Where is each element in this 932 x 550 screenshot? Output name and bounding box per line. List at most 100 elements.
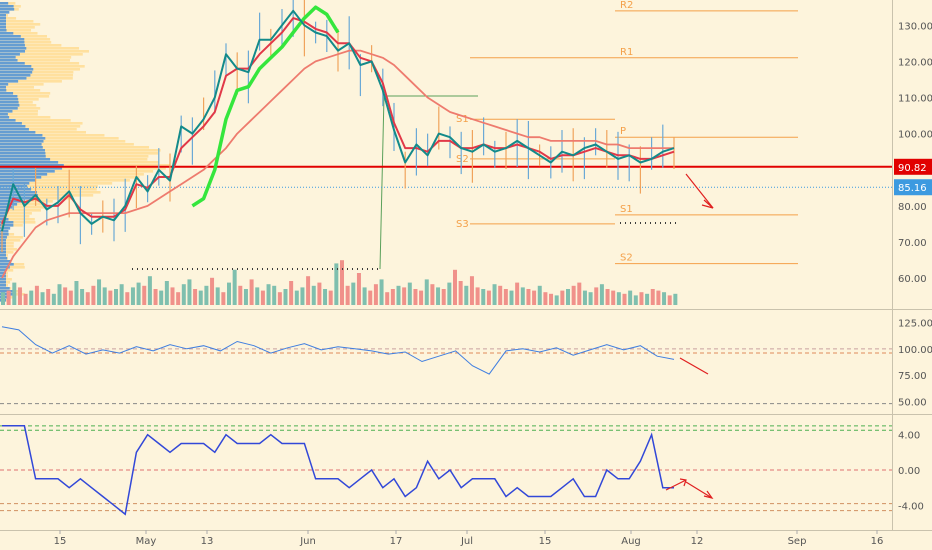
- profile-bar: [0, 182, 30, 185]
- volume-bar: [611, 290, 616, 305]
- profile-bar: [0, 242, 14, 245]
- profile-bar: [0, 164, 170, 167]
- volume-bar: [407, 282, 412, 305]
- profile-bar: [0, 29, 32, 32]
- profile-bar: [0, 71, 33, 74]
- profile-bar: [0, 137, 46, 140]
- profile-bar: [0, 125, 26, 128]
- volume-bar: [362, 287, 367, 305]
- profile-bar: [0, 128, 77, 131]
- profile-bar: [0, 77, 73, 80]
- profile-bar: [0, 134, 105, 137]
- volume-bar: [594, 287, 599, 305]
- profile-bar: [0, 191, 38, 194]
- profile-bar: [0, 167, 166, 170]
- volume-bar: [306, 276, 311, 305]
- osc1-tick-label: 50.00: [898, 397, 927, 408]
- volume-bar: [373, 284, 378, 305]
- volume-bar: [537, 285, 542, 305]
- profile-bar: [0, 47, 27, 50]
- profile-bar: [0, 131, 36, 134]
- profile-bar: [0, 20, 6, 23]
- volume-bar: [114, 289, 118, 305]
- profile-bar: [0, 53, 20, 56]
- profile-bar: [0, 272, 6, 275]
- volume-bar: [526, 289, 531, 305]
- profile-bar: [0, 65, 32, 68]
- volume-bar: [227, 282, 231, 305]
- profile-bar: [0, 65, 85, 68]
- volume-bars: [1, 260, 678, 305]
- profile-bar: [0, 131, 86, 134]
- volume-bar: [255, 287, 260, 305]
- slow_ma-line: [1, 49, 674, 279]
- volume-bar: [464, 285, 469, 305]
- volume-bar: [667, 295, 672, 305]
- pivot-levels: R2 R1 P S1 S2 S1 S2 S3: [0, 0, 892, 270]
- profile-bar: [0, 212, 6, 215]
- volume-bar: [424, 279, 429, 305]
- profile-bar: [0, 38, 51, 41]
- volume-bar: [91, 285, 96, 305]
- profile-bar: [0, 245, 6, 248]
- price-arrow: [685, 173, 714, 209]
- profile-bar: [0, 110, 13, 113]
- volume-bar: [628, 290, 633, 305]
- profile-bar: [0, 134, 43, 137]
- profile-bar: [0, 248, 6, 251]
- volume-bar: [662, 292, 667, 305]
- profile-bar: [0, 173, 48, 176]
- profile-bar: [0, 179, 130, 182]
- x-tick-label: Sep: [788, 536, 807, 547]
- volume-bar: [356, 273, 361, 305]
- volume-bar: [153, 289, 158, 305]
- volume-bar: [509, 290, 514, 305]
- profile-bar: [0, 110, 38, 113]
- price-tick-label: 60.00: [898, 274, 927, 285]
- volume-bar: [543, 292, 548, 305]
- osc2-tick-label: 0.00: [898, 466, 920, 477]
- profile-bar: [0, 89, 41, 92]
- volume-bar: [97, 279, 102, 305]
- profile-bar: [0, 161, 59, 164]
- volume-bar: [368, 290, 373, 305]
- volume-bar: [503, 289, 508, 305]
- profile-bar: [0, 119, 71, 122]
- profile-bar: [0, 161, 160, 164]
- volume-bar: [622, 293, 627, 305]
- osc1-line: [1, 326, 675, 375]
- volume-bar: [176, 292, 181, 305]
- profile-bar: [0, 47, 80, 50]
- profile-bar: [0, 269, 6, 272]
- volume-bar: [599, 284, 604, 305]
- volume-bar: [475, 287, 480, 305]
- volume-bar: [249, 279, 254, 305]
- profile-bar: [0, 101, 19, 104]
- volume-bar: [210, 277, 215, 305]
- profile-bar: [0, 170, 55, 173]
- profile-bar: [0, 215, 6, 218]
- volume-bar: [238, 285, 243, 305]
- volume-bar: [277, 292, 282, 305]
- pivot-label: R2: [620, 0, 633, 11]
- close-line: [1, 9, 675, 232]
- profile-bar: [0, 152, 46, 155]
- pivot-label: S2: [620, 253, 633, 264]
- osc2-tick-label: 4.00: [898, 431, 920, 442]
- profile-bar: [0, 35, 21, 38]
- volume-bar: [571, 285, 576, 305]
- profile-bar: [0, 23, 41, 26]
- volume-bar: [46, 289, 51, 305]
- x-tick-label: 15: [539, 536, 552, 547]
- volume-bar: [616, 292, 621, 305]
- volume-bar: [125, 292, 130, 305]
- volume-bar: [436, 287, 441, 305]
- profile-bar: [0, 62, 25, 65]
- volume-bar: [430, 284, 435, 305]
- profile-bar: [0, 278, 6, 281]
- volume-bar: [486, 290, 491, 305]
- profile-bar: [0, 89, 7, 92]
- osc1-tick-label: 75.00: [898, 371, 927, 382]
- profile-bar: [0, 122, 83, 125]
